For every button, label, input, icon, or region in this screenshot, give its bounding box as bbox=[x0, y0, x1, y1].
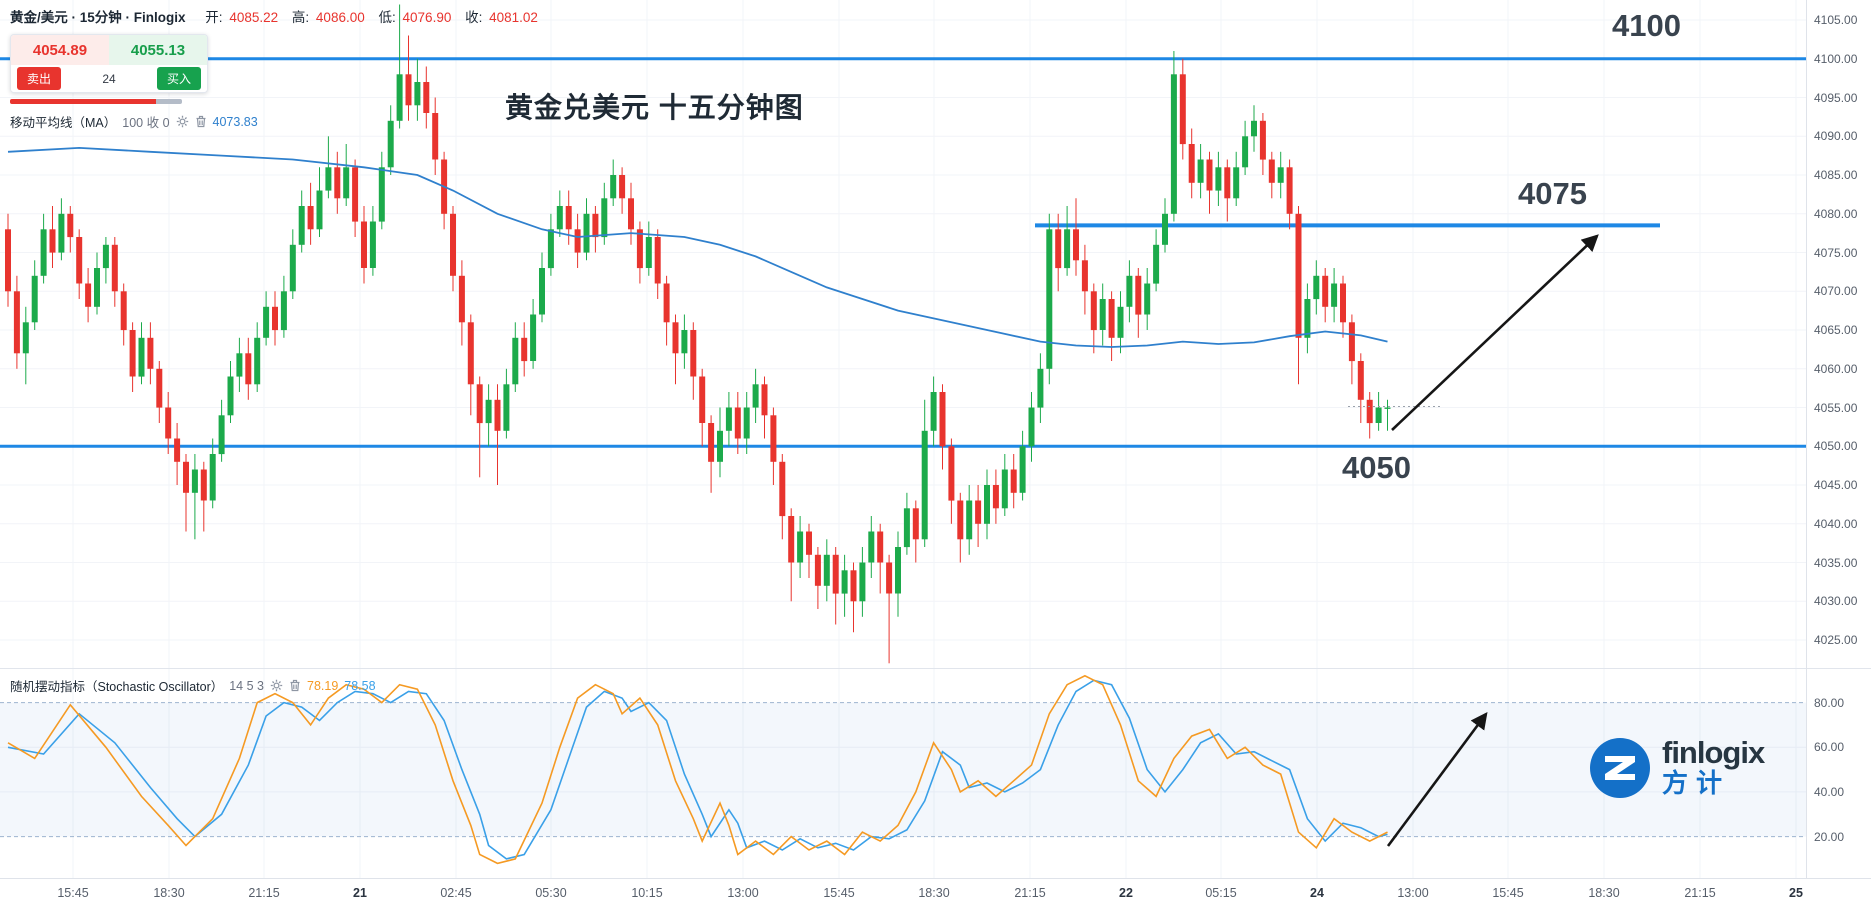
time-axis-label: 15:45 bbox=[1492, 886, 1524, 900]
level-label-4075[interactable]: 4075 bbox=[1518, 176, 1587, 211]
time-axis-label: 21:15 bbox=[248, 886, 280, 900]
brand-name-cn: 方计 bbox=[1662, 768, 1731, 799]
close-label: 收: bbox=[465, 10, 483, 25]
stoch-axis-label: 40.00 bbox=[1814, 784, 1845, 799]
ma-params: 100 收 0 bbox=[122, 116, 170, 130]
time-axis-label: 18:30 bbox=[918, 886, 950, 900]
sell-button[interactable]: 卖出 bbox=[17, 67, 62, 90]
time-axis-label: 13:00 bbox=[727, 886, 759, 900]
price-axis-label: 4065.00 bbox=[1814, 323, 1858, 337]
symbol-info-bar: 黄金/美元 · 15分钟 · Finlogix 开: 4085.22 高: 40… bbox=[10, 6, 538, 26]
close-value: 4081.02 bbox=[489, 10, 538, 25]
high-value: 4086.00 bbox=[315, 10, 365, 25]
level-label-4100[interactable]: 4100 bbox=[1612, 8, 1681, 43]
trash-icon[interactable] bbox=[289, 679, 301, 692]
time-axis-label: 22 bbox=[1119, 886, 1133, 900]
level-lines[interactable] bbox=[0, 57, 1806, 448]
high-label: 高: bbox=[291, 10, 310, 25]
price-axis-label: 4030.00 bbox=[1814, 594, 1858, 609]
price-axis-label: 4075.00 bbox=[1814, 245, 1858, 260]
price-axis-label: 4055.00 bbox=[1814, 400, 1858, 415]
quote-widget: 4054.89 4055.13 卖出 24 买入 bbox=[10, 34, 208, 93]
time-axis-label: 10:15 bbox=[631, 886, 663, 900]
time-axis-label: 02:45 bbox=[440, 886, 472, 900]
stoch-name: 随机摆动指标（Stochastic Oscillator） bbox=[10, 680, 224, 694]
stoch-params: 14 5 3 bbox=[229, 678, 264, 693]
open-label: 开: bbox=[205, 10, 223, 25]
price-axis-label: 4040.00 bbox=[1814, 516, 1858, 531]
stoch-axis-label: 80.00 bbox=[1814, 695, 1845, 710]
gear-icon[interactable] bbox=[270, 679, 283, 692]
price-axis-label: 4035.00 bbox=[1814, 555, 1858, 570]
chart-title-annotation[interactable]: 黄金兑美元 十五分钟图 bbox=[505, 92, 804, 123]
price-axis-label: 4045.00 bbox=[1814, 478, 1858, 492]
time-axis-label: 05:15 bbox=[1205, 886, 1237, 900]
low-value: 4076.90 bbox=[402, 10, 452, 25]
time-axis-label: 13:00 bbox=[1397, 886, 1429, 900]
time-axis-label: 18:30 bbox=[153, 886, 185, 900]
symbol-title[interactable]: 黄金/美元 · 15分钟 · Finlogix bbox=[10, 10, 186, 25]
time-axis-label: 15:45 bbox=[57, 886, 89, 900]
pane-separator[interactable] bbox=[0, 668, 1871, 669]
price-axis[interactable]: 4105.00 4100.00 4095.00 4090.00 4085.00 4080.… bbox=[1806, 0, 1871, 878]
open-value: 4085.22 bbox=[229, 10, 279, 25]
price-axis-label: 4050.00 bbox=[1814, 439, 1858, 454]
trend-arrow[interactable] bbox=[1386, 711, 1488, 847]
time-axis-label: 25 bbox=[1789, 886, 1803, 900]
trash-icon[interactable] bbox=[195, 115, 207, 128]
sell-price[interactable]: 4054.89 bbox=[11, 35, 109, 65]
finlogix-watermark: finlogix 方计 bbox=[1588, 734, 1765, 800]
brand-name: finlogix bbox=[1662, 734, 1765, 770]
sell-sentiment-segment bbox=[10, 99, 157, 104]
time-axis-label: 21:15 bbox=[1014, 886, 1046, 900]
price-axis-label: 4025.00 bbox=[1814, 633, 1858, 647]
ma-value: 4073.83 bbox=[212, 114, 258, 129]
price-axis-label: 4070.00 bbox=[1814, 284, 1858, 299]
price-axis-label: 4060.00 bbox=[1814, 361, 1858, 376]
buy-button[interactable]: 买入 bbox=[156, 67, 201, 90]
buy-sentiment-segment bbox=[156, 99, 182, 104]
finlogix-logo-icon bbox=[1590, 738, 1650, 798]
stoch-axis-label: 60.00 bbox=[1814, 740, 1845, 755]
level-label-4050[interactable]: 4050 bbox=[1342, 450, 1411, 485]
time-axis-label: 21 bbox=[353, 886, 367, 900]
price-axis-label: 4080.00 bbox=[1814, 206, 1858, 221]
stoch-d-line[interactable] bbox=[7, 679, 1388, 860]
time-axis-label: 18:30 bbox=[1588, 886, 1620, 900]
price-axis-label: 4090.00 bbox=[1814, 129, 1858, 144]
stochastic-indicator-legend[interactable]: 随机摆动指标（Stochastic Oscillator） 14 5 3 78.… bbox=[10, 676, 376, 695]
stoch-axis-label: 20.00 bbox=[1814, 829, 1845, 844]
ma-name: 移动平均线（MA） bbox=[10, 116, 117, 130]
buy-price[interactable]: 4055.13 bbox=[109, 35, 207, 65]
ma-indicator-legend[interactable]: 移动平均线（MA） 100 收 0 4073.83 bbox=[10, 112, 258, 131]
price-axis-label: 4095.00 bbox=[1814, 90, 1858, 105]
candlestick-series bbox=[5, 4, 1391, 664]
stoch-d-value: 78.58 bbox=[344, 678, 376, 693]
stoch-band bbox=[0, 702, 1806, 838]
price-axis-label: 4100.00 bbox=[1814, 51, 1858, 66]
time-axis-label: 15:45 bbox=[823, 886, 855, 900]
time-axis-label: 24 bbox=[1310, 886, 1324, 900]
time-axis[interactable]: 15:45 18:30 21:15 21 02:45 05:30 10:15 13:00 15:… bbox=[0, 878, 1871, 918]
sentiment-bar bbox=[10, 99, 182, 104]
time-axis-label: 05:30 bbox=[535, 886, 567, 900]
spread-value: 24 bbox=[102, 71, 116, 86]
price-axis-label: 4105.00 bbox=[1814, 13, 1858, 27]
chart-canvas[interactable] bbox=[0, 0, 1806, 918]
ma-line[interactable] bbox=[7, 146, 1388, 348]
price-axis-label: 4085.00 bbox=[1814, 168, 1858, 182]
low-label: 低: bbox=[378, 10, 396, 25]
stoch-k-line[interactable] bbox=[7, 674, 1388, 865]
gear-icon[interactable] bbox=[176, 115, 189, 128]
stoch-k-value: 78.19 bbox=[307, 678, 339, 693]
time-axis-label: 21:15 bbox=[1684, 886, 1716, 900]
trend-arrow[interactable] bbox=[1391, 234, 1599, 431]
